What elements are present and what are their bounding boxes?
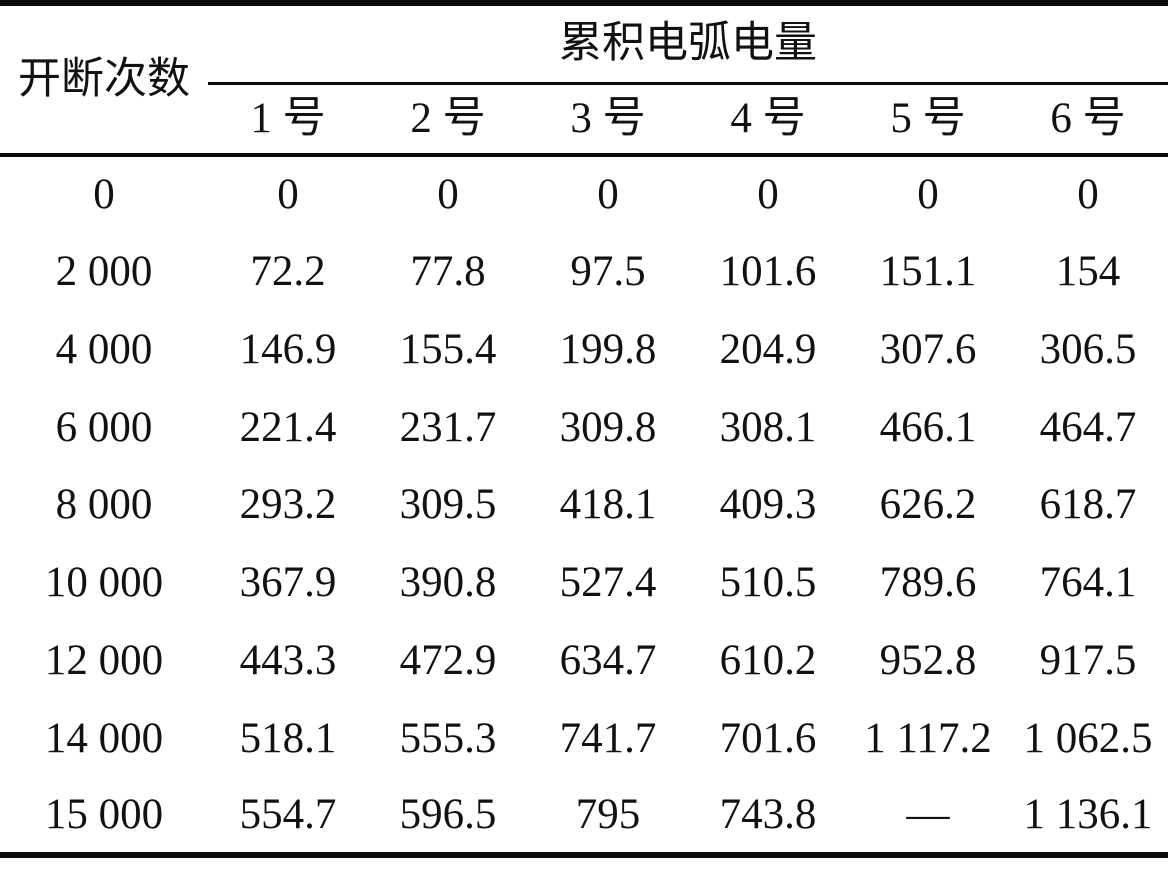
value-cell: 464.7 <box>1039 403 1137 451</box>
value-cell: 77.8 <box>410 248 486 295</box>
value-cell: 418.1 <box>559 481 657 529</box>
value-cell: 466.1 <box>879 403 977 451</box>
cycles-cell: 4 000 <box>55 325 153 373</box>
value-cell: 510.5 <box>719 559 817 607</box>
table-header: 开断次数 累积电弧电量 1 号 2 号 3 号 4 号 5 号 6 号 <box>0 3 1168 157</box>
value-cell: 443.3 <box>239 636 337 684</box>
cycles-cell: 15 000 <box>44 790 164 838</box>
table-row: 15 000 554.7 596.5 795 743.8 — 1 136.1 <box>0 777 1168 855</box>
value-cell: — <box>906 790 950 838</box>
value-cell: 409.3 <box>719 481 817 529</box>
value-cell: 306.5 <box>1039 325 1137 373</box>
value-cell: 518.1 <box>239 714 337 762</box>
cycles-cell: 12 000 <box>44 636 164 684</box>
column-header-sample-2: 2 号 <box>368 83 528 157</box>
table-row: 0 0 0 0 0 0 0 <box>0 155 1168 233</box>
value-cell: 743.8 <box>719 790 817 838</box>
value-cell: 72.2 <box>250 248 326 295</box>
value-cell: 0 <box>437 171 459 219</box>
value-cell: 0 <box>597 171 619 219</box>
value-cell: 0 <box>917 171 939 219</box>
column-header-sample-5: 5 号 <box>848 83 1008 157</box>
value-cell: 0 <box>757 171 779 219</box>
value-cell: 917.5 <box>1039 636 1137 684</box>
value-cell: 764.1 <box>1039 559 1137 607</box>
value-cell: 367.9 <box>239 559 337 607</box>
value-cell: 952.8 <box>879 636 977 684</box>
value-cell: 1 062.5 <box>1023 714 1153 762</box>
value-cell: 634.7 <box>559 636 657 684</box>
value-cell: 472.9 <box>399 636 497 684</box>
value-cell: 618.7 <box>1039 481 1137 529</box>
value-cell: 390.8 <box>399 559 497 607</box>
column-header-sample-1: 1 号 <box>208 83 368 157</box>
table-row: 10 000 367.9 390.8 527.4 510.5 789.6 764… <box>0 544 1168 622</box>
value-cell: 626.2 <box>879 481 977 529</box>
value-cell: 97.5 <box>570 248 646 295</box>
value-cell: 199.8 <box>559 325 657 373</box>
column-header-sample-6: 6 号 <box>1008 83 1168 157</box>
value-cell: 701.6 <box>719 714 817 762</box>
value-cell: 610.2 <box>719 636 817 684</box>
cycles-cell: 14 000 <box>44 714 164 762</box>
table-row: 4 000 146.9 155.4 199.8 204.9 307.6 306.… <box>0 311 1168 389</box>
table-row: 12 000 443.3 472.9 634.7 610.2 952.8 917… <box>0 622 1168 700</box>
value-cell: 527.4 <box>559 559 657 607</box>
value-cell: 293.2 <box>239 481 337 529</box>
value-cell: 308.1 <box>719 403 817 451</box>
value-cell: 155.4 <box>399 325 497 373</box>
value-cell: 741.7 <box>559 714 657 762</box>
value-cell: 555.3 <box>399 714 497 762</box>
table-row: 6 000 221.4 231.7 309.8 308.1 466.1 464.… <box>0 388 1168 466</box>
cycles-cell: 8 000 <box>55 481 153 529</box>
cycles-cell: 2 000 <box>55 248 153 295</box>
table-row: 2 000 72.2 77.8 97.5 101.6 151.1 154 <box>0 233 1168 311</box>
value-cell: 1 117.2 <box>864 714 992 762</box>
table-body: 0 0 0 0 0 0 0 2 000 72.2 77.8 97.5 101.6… <box>0 155 1168 855</box>
value-cell: 151.1 <box>879 248 977 295</box>
value-cell: 554.7 <box>239 790 337 838</box>
cycles-cell: 6 000 <box>55 403 153 451</box>
value-cell: 307.6 <box>879 325 977 373</box>
column-header-cycles: 开断次数 <box>0 3 208 157</box>
table-row: 8 000 293.2 309.5 418.1 409.3 626.2 618.… <box>0 466 1168 544</box>
value-cell: 789.6 <box>879 559 977 607</box>
value-cell: 309.8 <box>559 403 657 451</box>
value-cell: 101.6 <box>719 248 817 295</box>
value-cell: 596.5 <box>399 790 497 838</box>
value-cell: 154 <box>1055 248 1121 295</box>
value-cell: 221.4 <box>239 403 337 451</box>
table-row: 14 000 518.1 555.3 741.7 701.6 1 117.2 1… <box>0 699 1168 777</box>
value-cell: 231.7 <box>399 403 497 451</box>
value-cell: 204.9 <box>719 325 817 373</box>
value-cell: 795 <box>575 790 641 838</box>
group-header-arc-charge: 累积电弧电量 <box>208 3 1168 85</box>
value-cell: 1 136.1 <box>1023 790 1153 838</box>
value-cell: 309.5 <box>399 481 497 529</box>
column-header-sample-4: 4 号 <box>688 83 848 157</box>
value-cell: 0 <box>277 171 299 219</box>
cycles-cell: 10 000 <box>44 559 164 607</box>
value-cell: 146.9 <box>239 325 337 373</box>
value-cell: 0 <box>1077 171 1099 219</box>
column-header-sample-3: 3 号 <box>528 83 688 157</box>
cycles-cell: 0 <box>93 171 115 219</box>
